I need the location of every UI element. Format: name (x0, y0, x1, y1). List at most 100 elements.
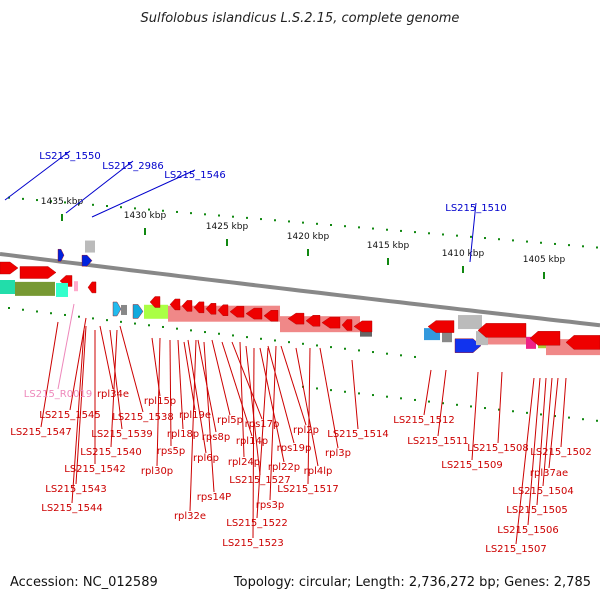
gene-label: rpl24p (228, 457, 260, 468)
ring-dot (456, 235, 458, 237)
ring-dot (176, 328, 178, 330)
ring-dot (120, 206, 122, 208)
ring-dot (400, 230, 402, 232)
genome-map: Sulfolobus islandicus L.S.2.15, complete… (0, 0, 600, 600)
ring-dot (386, 229, 388, 231)
ring-dot (386, 396, 388, 398)
leader-line (498, 372, 502, 443)
ring-dot (582, 245, 584, 247)
gene-box (15, 282, 55, 296)
ring-dot (36, 199, 38, 201)
scale-tick-label: 1435 kbp (41, 197, 84, 207)
gene-label: rpl6p (193, 453, 219, 464)
ring-dot (190, 329, 192, 331)
ring-dot (36, 310, 38, 312)
scale-tick-label: 1420 kbp (287, 232, 330, 242)
gene-arrow (113, 302, 121, 316)
ring-dot (358, 226, 360, 228)
ring-dot (120, 321, 122, 323)
gene-label: LS215_1523 (222, 538, 283, 549)
ring-dot (8, 307, 10, 309)
ring-dot (246, 217, 248, 219)
ring-dot (330, 346, 332, 348)
ring-dot (260, 338, 262, 340)
gene-label: LS215_1512 (393, 415, 454, 426)
gene-label: rpl4lp (304, 466, 333, 477)
gene-label: LS215_1517 (277, 484, 338, 495)
ring-dot (540, 242, 542, 244)
ring-dot (288, 220, 290, 222)
scale-tick-label: 1415 kbp (367, 241, 410, 251)
ring-dot (470, 405, 472, 407)
gene-label: rpl22p (268, 462, 300, 473)
gene-label: rpl5p (217, 415, 243, 426)
scale-tick (61, 214, 63, 221)
gene-label: rpl2p (293, 425, 319, 436)
ring-dot (372, 394, 374, 396)
gene-label: LS215_1547 (10, 427, 71, 438)
gene-label: rpl14p (236, 436, 268, 447)
genome-summary-text: Topology: circular; Length: 2,736,272 bp… (233, 575, 591, 590)
ring-dot (106, 319, 108, 321)
ring-dot (540, 413, 542, 415)
ring-dot (330, 224, 332, 226)
gene-box (121, 305, 127, 315)
gene-arrow (58, 249, 64, 261)
gene-label: LS215_1538 (112, 412, 173, 423)
leader-line (516, 378, 534, 544)
gene-label: LS215_1507 (485, 544, 546, 555)
gene-label: LS215_1508 (467, 443, 528, 454)
gene-label: LS215_2986 (102, 161, 163, 172)
ring-dot (414, 399, 416, 401)
ring-dot (204, 213, 206, 215)
ring-dot (92, 204, 94, 206)
ring-dot (162, 326, 164, 328)
ring-dot (218, 215, 220, 217)
gene-label: LS215_1510 (445, 203, 506, 214)
gene-label: rpl18p (167, 429, 199, 440)
ring-dot (232, 216, 234, 218)
gene-label: LS215_1540 (80, 447, 141, 458)
gene-label: LS215_1504 (512, 486, 573, 497)
leader-line (58, 304, 74, 389)
ring-dot (358, 349, 360, 351)
leader-line (352, 360, 358, 429)
ring-dot (78, 316, 80, 318)
ring-dot (22, 309, 24, 311)
ring-dot (232, 334, 234, 336)
gene-label: LS215_1511 (407, 436, 468, 447)
ring-dot (134, 323, 136, 325)
scale-tick (543, 272, 545, 279)
leader-line (76, 326, 86, 484)
ring-dot (400, 354, 402, 356)
ring-dot (316, 223, 318, 225)
ring-dot (526, 241, 528, 243)
ring-dot (330, 389, 332, 391)
gene-label: rpl32e (174, 511, 206, 522)
ring-dot (484, 407, 486, 409)
ring-dot (218, 333, 220, 335)
gene-label: LS215_R0019 (24, 389, 92, 400)
ring-dot (134, 207, 136, 209)
ring-dot (204, 331, 206, 333)
ring-dot (470, 236, 472, 238)
ring-dot (414, 356, 416, 358)
ring-dot (190, 212, 192, 214)
gene-label: LS215_1544 (41, 503, 102, 514)
ring-dot (92, 317, 94, 319)
gene-arrow (20, 266, 56, 278)
map-title: Sulfolobus islandicus L.S.2.15, complete… (141, 11, 460, 26)
rna-gene (74, 281, 78, 291)
ring-dot (512, 239, 514, 241)
ring-dot (582, 418, 584, 420)
ring-dot (344, 225, 346, 227)
ring-dot (386, 353, 388, 355)
leader-line (561, 378, 566, 447)
scale-tick-label: 1425 kbp (206, 222, 249, 232)
gene-label: rps8p (202, 432, 230, 443)
scale-tick (307, 249, 309, 256)
gene-label: rpl37ae (530, 468, 568, 479)
gene-label: rpl19e (179, 410, 211, 421)
scale-tick (387, 258, 389, 265)
